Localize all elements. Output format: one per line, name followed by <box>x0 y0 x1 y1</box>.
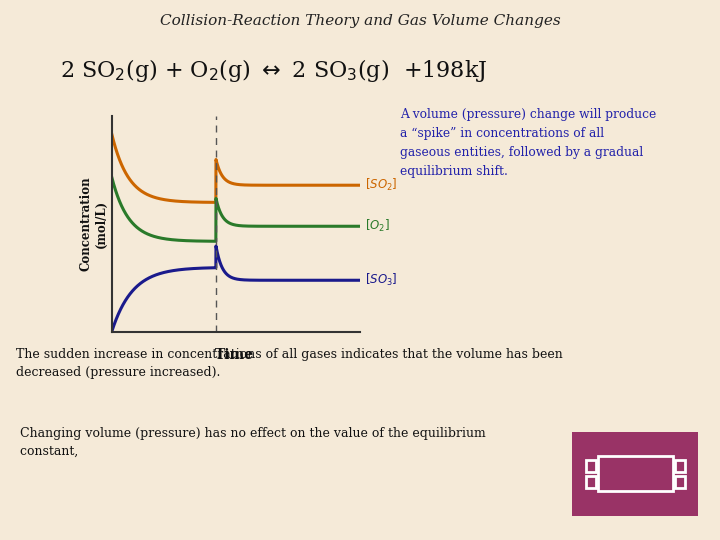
FancyBboxPatch shape <box>586 460 596 472</box>
Text: Time: Time <box>215 348 253 362</box>
Text: Changing volume (pressure) has no effect on the value of the equilibrium
constan: Changing volume (pressure) has no effect… <box>20 427 486 457</box>
Text: $[O_2]$: $[O_2]$ <box>365 218 390 234</box>
FancyBboxPatch shape <box>572 432 698 516</box>
Text: Collision-Reaction Theory and Gas Volume Changes: Collision-Reaction Theory and Gas Volume… <box>160 14 560 28</box>
Y-axis label: Concentration
(mol/L): Concentration (mol/L) <box>79 177 107 272</box>
FancyBboxPatch shape <box>586 476 596 488</box>
FancyBboxPatch shape <box>675 460 685 472</box>
FancyBboxPatch shape <box>598 456 673 491</box>
Text: The sudden increase in concentrations of all gases indicates that the volume has: The sudden increase in concentrations of… <box>16 348 562 379</box>
Text: $[SO_3]$: $[SO_3]$ <box>365 272 397 288</box>
Text: $[SO_2]$: $[SO_2]$ <box>365 177 397 193</box>
Text: 2 SO$_2$(g) + O$_2$(g) $\leftrightarrow$ 2 SO$_3$(g)  +198kJ: 2 SO$_2$(g) + O$_2$(g) $\leftrightarrow$… <box>60 57 487 84</box>
FancyBboxPatch shape <box>675 476 685 488</box>
Text: A volume (pressure) change will produce
a “spike” in concentrations of all
gaseo: A volume (pressure) change will produce … <box>400 108 656 178</box>
